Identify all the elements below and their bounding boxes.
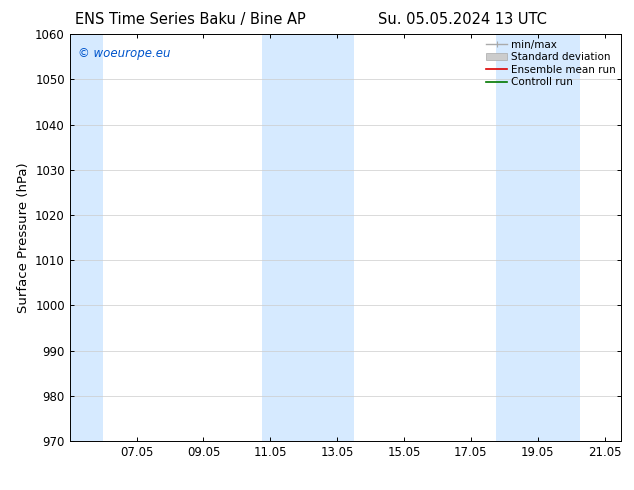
Bar	[496, 34, 529, 441]
Text: © woeurope.eu: © woeurope.eu	[78, 47, 171, 59]
Bar	[262, 34, 304, 441]
Y-axis label: Surface Pressure (hPa): Surface Pressure (hPa)	[16, 162, 30, 313]
Text: Su. 05.05.2024 13 UTC: Su. 05.05.2024 13 UTC	[378, 12, 547, 27]
Bar	[529, 34, 579, 441]
Legend: min/max, Standard deviation, Ensemble mean run, Controll run: min/max, Standard deviation, Ensemble me…	[484, 37, 618, 89]
Text: ENS Time Series Baku / Bine AP: ENS Time Series Baku / Bine AP	[75, 12, 306, 27]
Bar	[304, 34, 354, 441]
Bar	[70, 34, 103, 441]
